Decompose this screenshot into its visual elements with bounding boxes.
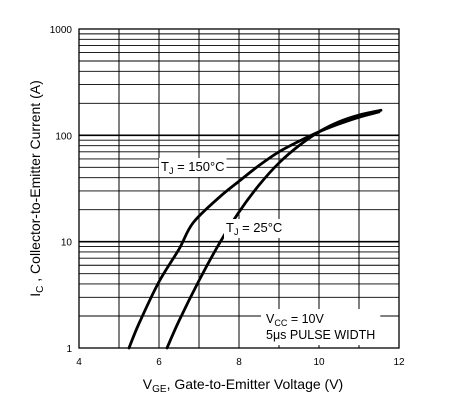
series-label-tj-25: TJ = 25°C <box>224 219 285 238</box>
tick-labels: 4 6 8 10 12 1 10 100 1000 <box>50 25 405 368</box>
series-line-tj-150 <box>127 110 381 350</box>
y-tick-label: 1000 <box>50 25 73 36</box>
grid <box>79 29 399 348</box>
x-tick-label: 4 <box>76 357 82 368</box>
x-tick-label: 12 <box>393 357 405 368</box>
plot-frame <box>78 28 400 349</box>
x-tick-label: 8 <box>236 357 242 368</box>
y-axis-label: IC , Collector-to-Emitter Current (A) <box>27 80 46 297</box>
condition-vcc: VCC = 10V <box>266 312 324 328</box>
svg-text:TJ = 25°C: TJ = 25°C <box>226 220 282 237</box>
svg-text:TJ = 150°C: TJ = 150°C <box>161 159 225 176</box>
series-group <box>127 108 383 350</box>
series-label-tj-150: TJ = 150°C <box>159 158 227 177</box>
y-tick-label: 10 <box>61 238 73 249</box>
y-tick-label: 100 <box>55 131 72 142</box>
x-tick-label: 6 <box>156 357 162 368</box>
series-line-tj-25 <box>165 108 383 350</box>
y-tick-label: 1 <box>66 344 72 355</box>
test-conditions: VCC = 10V 5μs PULSE WIDTH <box>261 309 381 345</box>
x-tick-label: 10 <box>313 357 325 368</box>
x-axis-label: VGE, Gate-to-Emitter Voltage (V) <box>143 376 343 395</box>
condition-pulse-width: 5μs PULSE WIDTH <box>266 328 375 342</box>
